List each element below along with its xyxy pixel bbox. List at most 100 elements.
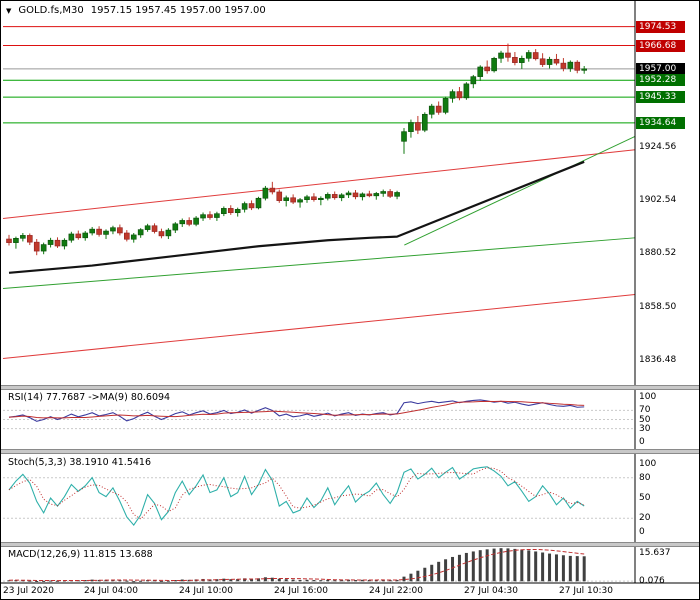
macd-histogram-bar [457, 554, 461, 582]
macd-histogram-bar [277, 578, 281, 582]
candle-body [33, 241, 40, 252]
candle-body [435, 105, 442, 113]
macd-histogram-bar [409, 573, 413, 582]
candle-body [227, 208, 234, 214]
macd-histogram-bar [42, 580, 46, 582]
macd-histogram-bar [305, 579, 309, 582]
macd-histogram-bar [548, 553, 552, 582]
candle-body [484, 66, 490, 72]
macd-histogram-bar [222, 578, 226, 582]
macd-histogram-bar [360, 579, 364, 582]
macd-histogram-bar [541, 552, 545, 582]
time-label: 24 Jul 04:00 [84, 586, 138, 596]
macd-histogram-bar [173, 580, 177, 582]
macd-histogram-bar [513, 548, 517, 582]
macd-histogram-bar [333, 580, 337, 582]
candle-body [248, 203, 255, 209]
macd-histogram-bar [243, 578, 247, 582]
macd-histogram-bar [56, 580, 60, 582]
macd-histogram-bar [229, 579, 233, 582]
macd-histogram-bar [118, 580, 122, 582]
macd-histogram-bar [395, 579, 399, 582]
macd-histogram-bar [444, 559, 448, 582]
candle-body [89, 228, 95, 234]
macd-histogram-bar [423, 567, 427, 582]
candle-body [519, 57, 525, 63]
candle-body [124, 232, 130, 240]
candle-body [470, 76, 477, 85]
macd-histogram-bar [527, 550, 531, 582]
candle-body [117, 227, 123, 234]
candle-body [553, 58, 560, 64]
macd-indicator-label: MACD(12,26,9) 11.815 13.688 [8, 549, 153, 560]
quick-trade-arrow-icon[interactable]: ▼ [6, 6, 12, 15]
candle-body [560, 62, 567, 69]
macd-histogram-bar [485, 549, 489, 582]
candle-body [318, 197, 324, 200]
macd-histogram-bar [146, 580, 150, 582]
candle-body [324, 194, 331, 199]
macd-histogram-bar [492, 548, 496, 582]
macd-histogram-bar [381, 580, 385, 582]
macd-histogram-bar [499, 548, 503, 582]
macd-histogram-bar [90, 579, 94, 582]
macd-histogram-bar [312, 580, 316, 582]
candle-body [20, 235, 26, 239]
candle-body [103, 230, 109, 235]
candle-body [408, 122, 414, 132]
candle-body [498, 52, 504, 59]
red-channel-upper [2, 149, 636, 220]
candle-body [331, 194, 338, 199]
macd-histogram-bar [180, 579, 184, 582]
trend-ma-line [8, 160, 585, 274]
macd-histogram-bar [388, 580, 392, 582]
candle-body [449, 91, 456, 99]
macd-histogram-bar [582, 556, 586, 582]
candle-body [207, 214, 213, 218]
stoch-k-line [8, 466, 585, 526]
candle-body [13, 237, 19, 243]
macd-histogram-bar [256, 578, 260, 582]
macd-signal-line [8, 548, 585, 582]
candle-body [380, 191, 387, 194]
candle-body [186, 220, 192, 225]
panel-separator[interactable] [1, 449, 699, 454]
candle-body [352, 192, 359, 198]
macd-histogram-bar [430, 564, 434, 582]
candle-body [130, 234, 137, 240]
green-support-steep [404, 136, 636, 246]
macd-histogram-bar [520, 549, 524, 582]
macd-histogram-bar [125, 580, 129, 582]
candle-body [539, 58, 546, 65]
candle-body [54, 239, 61, 247]
candle-body [283, 197, 290, 201]
macd-histogram-bar [263, 577, 267, 582]
macd-histogram-bar [270, 577, 274, 582]
candle-body [311, 196, 317, 200]
candle-body [68, 233, 75, 241]
candle-body [366, 193, 373, 197]
candle-body [512, 57, 518, 63]
candle-body [428, 105, 435, 115]
panel-separator[interactable] [1, 385, 699, 390]
macd-histogram-bar [478, 550, 482, 582]
candle-body [442, 98, 449, 113]
candle-body [144, 225, 151, 230]
macd-histogram-bar [159, 580, 163, 582]
panel-separator[interactable] [1, 542, 699, 547]
time-label: 27 Jul 04:30 [464, 586, 518, 596]
candle-body [110, 227, 116, 232]
candle-body [214, 213, 220, 218]
macd-histogram-bar [451, 556, 455, 582]
macd-histogram-bar [28, 580, 32, 582]
candle-body [262, 187, 269, 199]
rsi-ma-line [8, 400, 585, 419]
candle-body [82, 232, 89, 239]
macd-histogram-bar [354, 580, 357, 582]
macd-histogram-bar [236, 578, 240, 582]
candle-body [290, 197, 296, 203]
candle-body [574, 61, 581, 71]
candle-body [456, 91, 463, 99]
